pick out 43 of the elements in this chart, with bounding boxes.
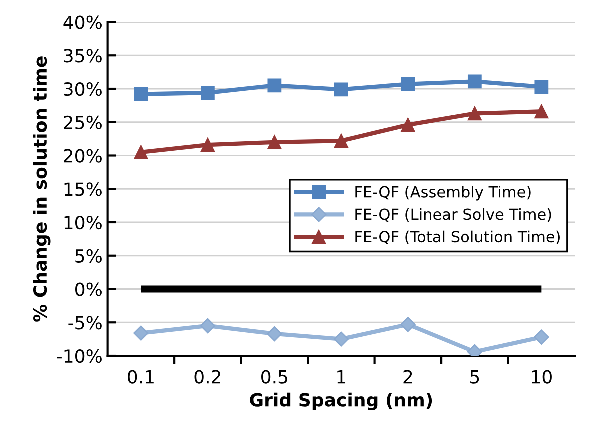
- x-axis-title: Grid Spacing (nm): [250, 392, 432, 411]
- y-tick-label: 0%: [76, 282, 102, 296]
- y-tick-label: 40%: [64, 16, 102, 30]
- x-tick-label: 2: [404, 370, 412, 384]
- x-tick-label: 0.5: [262, 370, 288, 384]
- point: [268, 135, 282, 150]
- legend-label: FE-QF (Assembly Time): [356, 186, 531, 201]
- point: [134, 326, 149, 341]
- x-tick-label: 0.1: [128, 370, 154, 384]
- x-tick-label: 1: [338, 370, 346, 384]
- point: [200, 138, 215, 152]
- point: [334, 134, 348, 148]
- point: [468, 106, 482, 121]
- y-tick-label: 25%: [64, 116, 102, 130]
- y-tick-label: 5%: [76, 249, 102, 263]
- y-tick-label: 15%: [64, 182, 102, 196]
- x-tick-label: 0.2: [194, 370, 220, 384]
- x-tick-label: 5: [470, 370, 480, 384]
- y-tick-label: 20%: [64, 149, 102, 163]
- y-tick-label: 30%: [64, 82, 102, 96]
- x-tick-label: 10: [532, 370, 552, 384]
- point: [334, 332, 349, 347]
- point: [134, 87, 148, 102]
- point: [401, 77, 416, 92]
- point: [468, 74, 482, 89]
- legend-label: FE-QF (Linear Solve Time): [356, 208, 552, 222]
- point: [534, 104, 549, 119]
- point: [268, 78, 282, 93]
- point: [534, 330, 550, 345]
- point: [401, 118, 416, 132]
- y-tick-label: -5%: [68, 316, 102, 330]
- point: [134, 145, 148, 160]
- y-tick-label: 10%: [64, 216, 102, 230]
- point: [267, 326, 282, 342]
- legend-label: FE-QF (Total Solution Time): [356, 230, 560, 244]
- y-tick-label: 35%: [64, 49, 102, 63]
- point: [200, 318, 216, 334]
- point: [200, 86, 215, 100]
- y-tick-label: -10%: [57, 349, 102, 364]
- point: [534, 80, 549, 94]
- point: [400, 317, 416, 332]
- point: [334, 82, 348, 97]
- y-axis-title: % Change in solution time: [33, 56, 51, 322]
